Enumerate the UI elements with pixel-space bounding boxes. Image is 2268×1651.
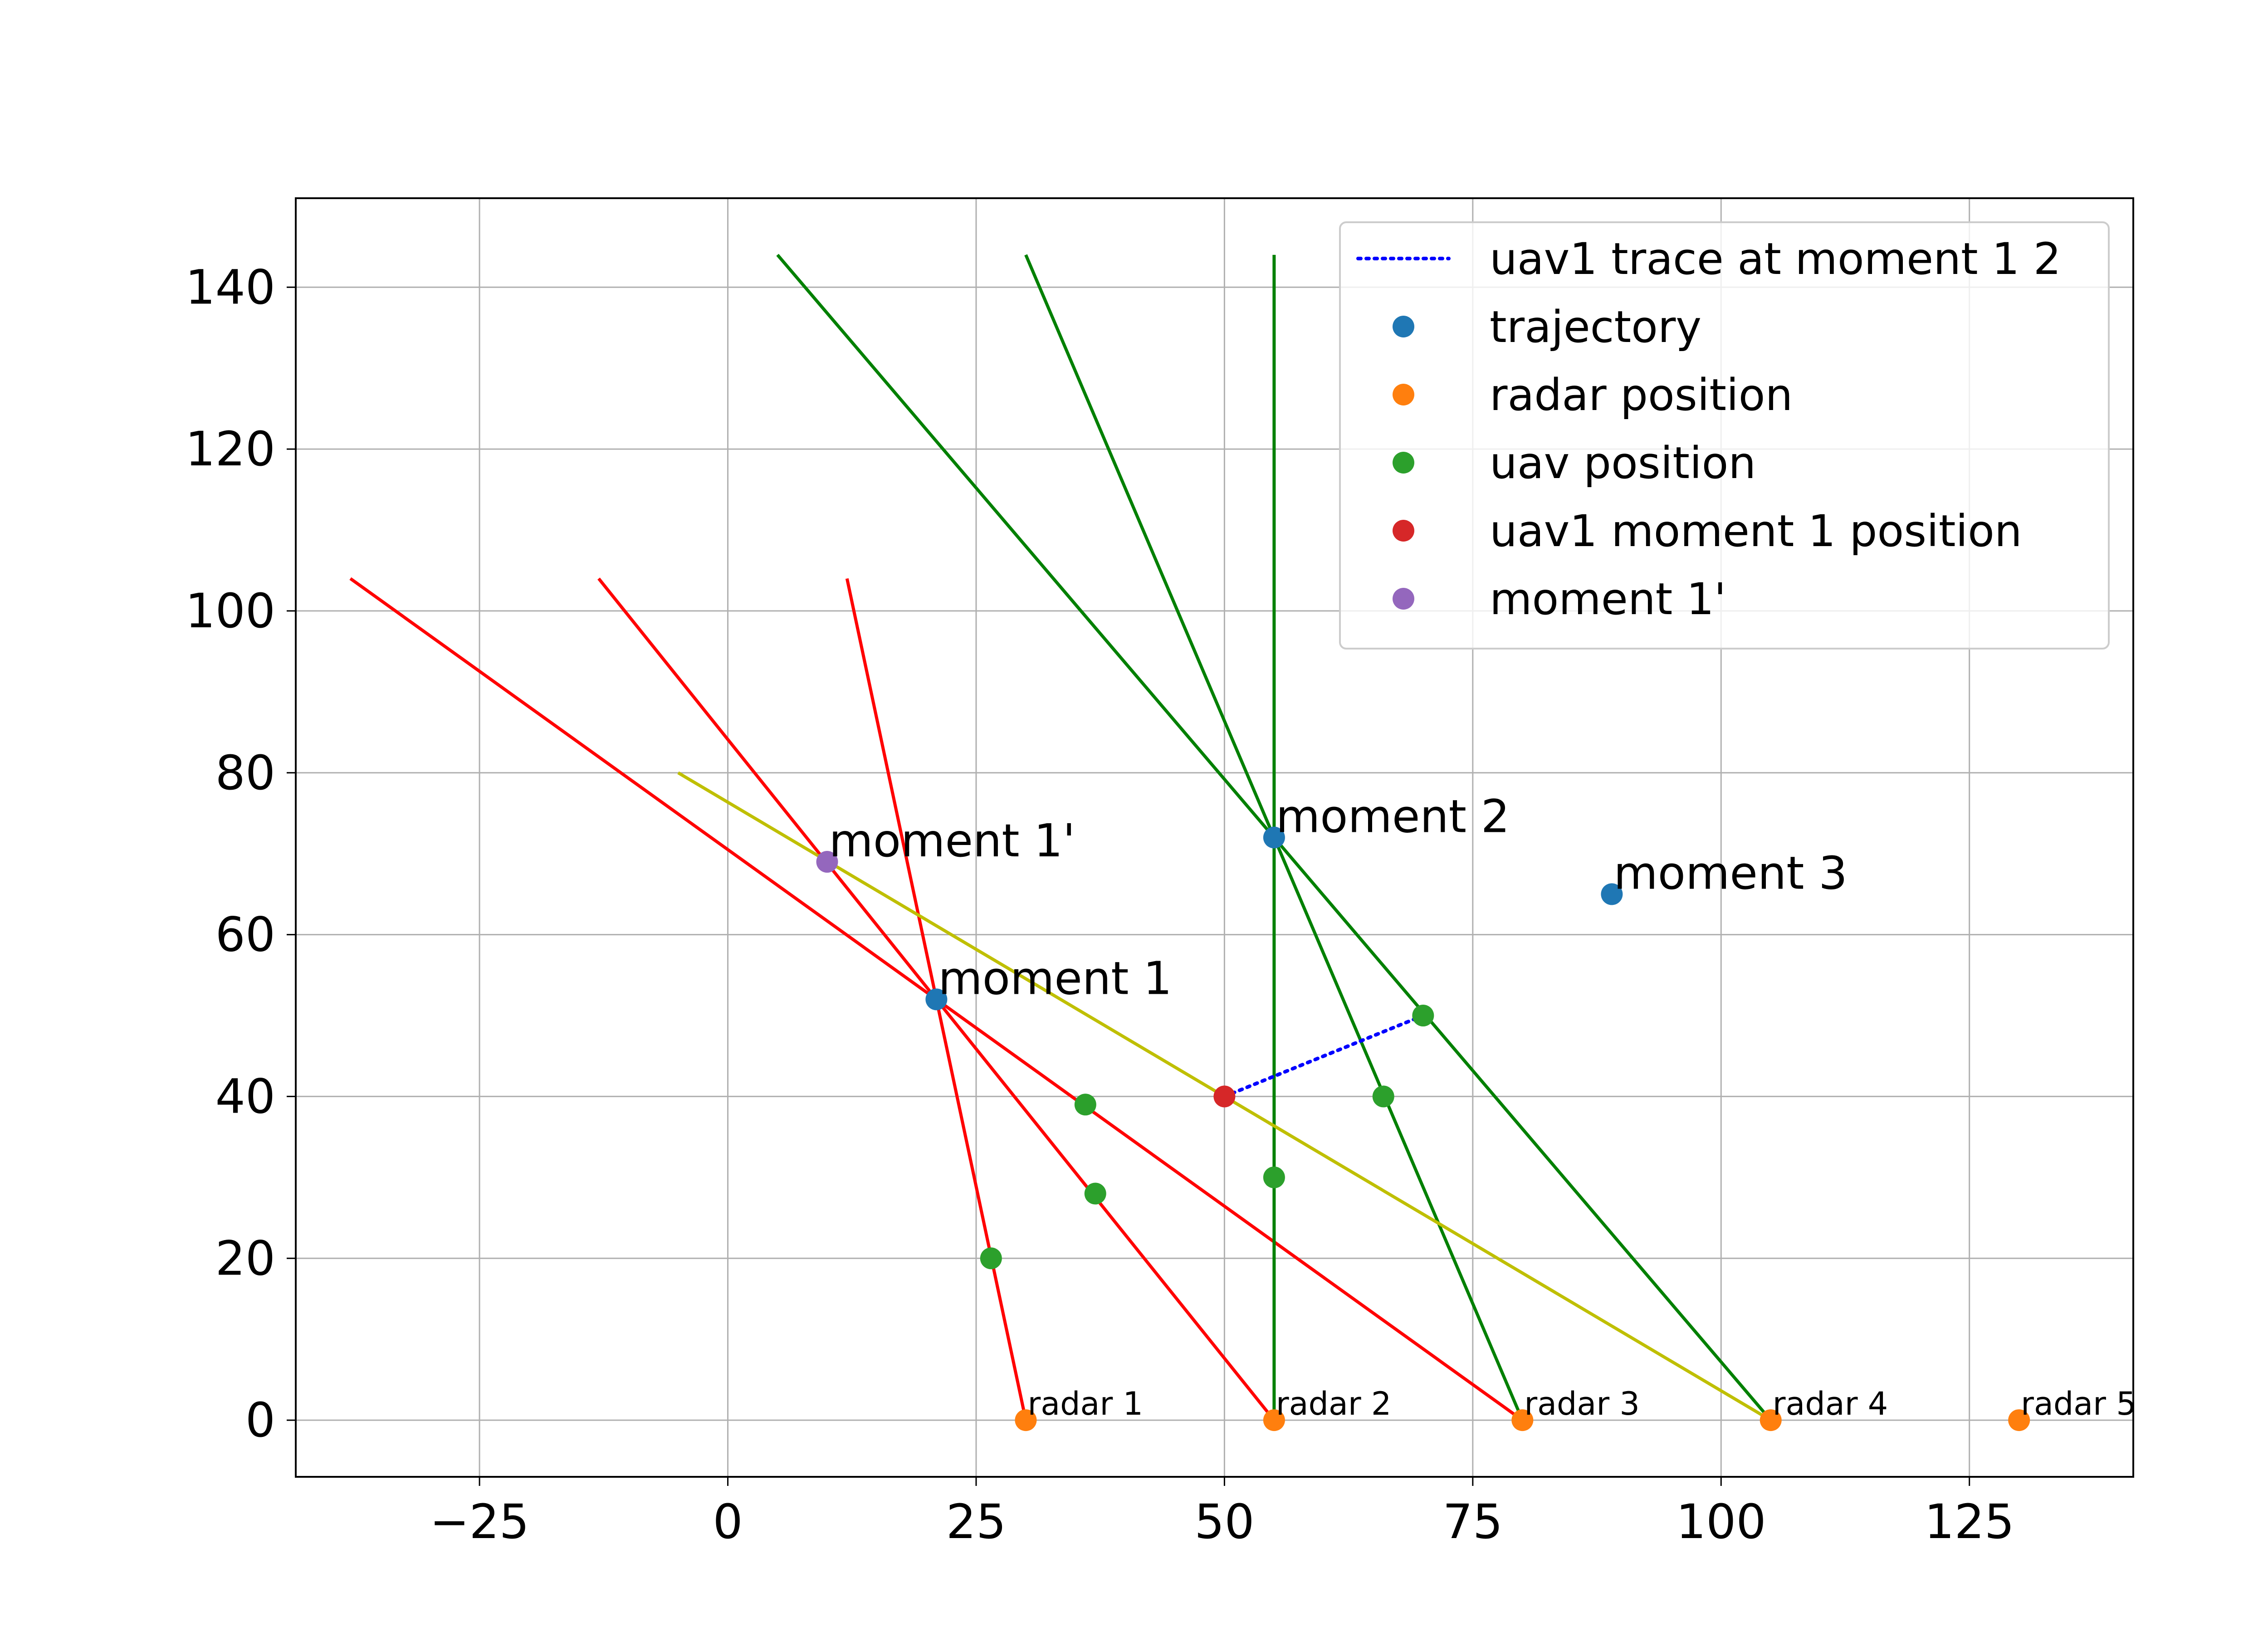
uav-position-point <box>1074 1094 1096 1116</box>
uav-position-point <box>1263 1166 1285 1188</box>
y-tick-label: 100 <box>185 583 275 639</box>
moment-1-point <box>816 851 838 873</box>
y-tick-label: 140 <box>185 259 275 315</box>
legend-label: trajectory <box>1490 302 1701 352</box>
uav-position-point <box>1412 1005 1434 1027</box>
legend-label: uav1 moment 1 position <box>1490 506 2022 557</box>
radar-position-point <box>1760 1409 1782 1431</box>
x-tick-label: 25 <box>946 1494 1006 1549</box>
trajectory-point <box>1601 883 1623 905</box>
legend-label: uav1 trace at moment 1 2 <box>1490 234 2061 284</box>
x-tick-label: 125 <box>1924 1494 2014 1549</box>
ticks: −25 0 25 50 75 100 125 0 20 40 60 80 100 120 140 <box>185 259 2014 1549</box>
radar-label: radar 2 <box>1276 1385 1392 1422</box>
uav-position-point <box>1084 1182 1106 1205</box>
legend-box <box>1339 221 2110 650</box>
trajectory-point <box>925 988 948 1011</box>
y-tick-label: 40 <box>215 1069 275 1124</box>
y-tick-label: 20 <box>215 1231 275 1286</box>
moment-label: moment 1' <box>829 814 1075 867</box>
radar-label: radar 5 <box>2021 1385 2136 1422</box>
legend-swatch-marker <box>1393 452 1414 474</box>
radar-label: radar 3 <box>1524 1385 1640 1422</box>
trace-line <box>1222 1014 1425 1099</box>
y-tick-label: 60 <box>215 907 275 962</box>
legend-label: uav position <box>1490 438 1756 488</box>
uav-position-point <box>1372 1085 1394 1108</box>
radar-position-point <box>2008 1409 2030 1431</box>
y-tick-label: 80 <box>215 745 275 801</box>
radar-position-point <box>1263 1409 1285 1431</box>
legend-swatch-marker <box>1393 316 1414 337</box>
moment-label: moment 1 <box>938 952 1172 1005</box>
y-tick-label: 120 <box>185 421 275 477</box>
radar-label: radar 1 <box>1027 1385 1143 1422</box>
x-tick-label: −25 <box>430 1494 529 1549</box>
radar-position-point <box>1511 1409 1534 1431</box>
radar-label: radar 4 <box>1773 1385 1888 1422</box>
legend-label: moment 1' <box>1490 574 1726 625</box>
uav-position-point <box>980 1247 1002 1270</box>
trajectory-point <box>1263 826 1285 849</box>
x-tick-label: 50 <box>1194 1494 1254 1549</box>
legend-label: radar position <box>1490 370 1793 420</box>
legend-swatch-marker <box>1393 520 1414 542</box>
radar-position-point <box>1015 1409 1037 1431</box>
legend-swatch-marker <box>1393 588 1414 610</box>
x-tick-label: 100 <box>1676 1494 1766 1549</box>
legend-swatch-marker <box>1393 384 1414 405</box>
axes-frame <box>295 197 2134 1478</box>
x-tick-label: 0 <box>713 1494 743 1549</box>
legend: uav1 trace at moment 1 2 trajectory radar … <box>1339 221 2110 650</box>
markers <box>816 826 2030 1431</box>
y-tick-label: 0 <box>245 1392 275 1448</box>
moment-label: moment 2 <box>1276 790 1510 843</box>
uav1-moment-1-position-point <box>1213 1085 1236 1108</box>
annotations: moment 1 moment 2 moment 3 moment 1' radar 1… <box>829 790 2136 1423</box>
moment-label: moment 3 <box>1613 846 1848 899</box>
x-tick-label: 75 <box>1443 1494 1503 1549</box>
